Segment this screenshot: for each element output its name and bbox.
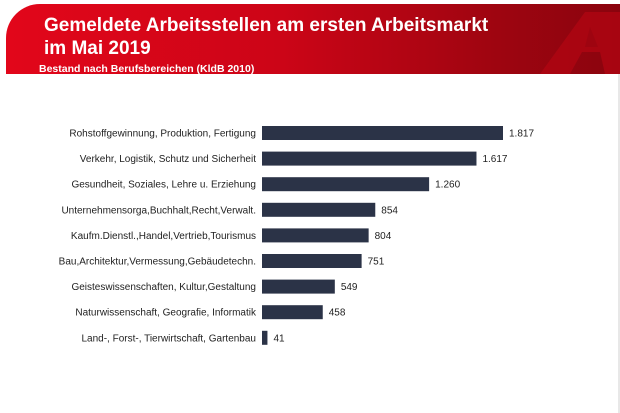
bar	[262, 202, 376, 217]
value-label: 549	[341, 282, 358, 293]
value-label: 458	[329, 308, 346, 319]
bar	[262, 228, 369, 243]
bar	[262, 126, 503, 140]
category-label: Land-, Forst-, Tierwirtschaft, Gartenbau	[81, 333, 256, 344]
bar	[262, 305, 323, 320]
value-label: 41	[273, 333, 285, 344]
category-label: Geisteswissenschaften, Kultur,Gestaltung	[71, 282, 256, 293]
bar	[262, 330, 268, 345]
value-label: 1.617	[482, 154, 507, 165]
category-label: Naturwissenschaft, Geografie, Informatik	[75, 308, 257, 319]
subtitle: Bestand nach Berufsbereichen (KldB 2010)	[39, 63, 255, 75]
title-line-1: Gemeldete Arbeitsstellen am ersten Arbei…	[44, 15, 489, 36]
page-title: Gemeldete Arbeitsstellen am ersten Arbei…	[44, 14, 488, 60]
value-label: 751	[368, 257, 385, 268]
value-label: 1.817	[509, 129, 534, 140]
bar	[262, 177, 430, 192]
bar	[262, 151, 477, 166]
value-label: 804	[375, 231, 392, 242]
category-label: Unternehmensorga,Buchhalt,Recht,Verwalt.	[61, 205, 256, 216]
bar	[262, 279, 335, 294]
frame-border	[618, 74, 620, 413]
category-label: Kaufm.Dienstl.,Handel,Vertrieb,Tourismus	[71, 231, 256, 242]
agency-logo-icon	[530, 12, 620, 74]
bar	[262, 254, 362, 268]
value-label: 1.260	[435, 180, 460, 191]
category-label: Gesundheit, Soziales, Lehre u. Erziehung	[71, 180, 256, 191]
category-label: Bau,Architektur,Vermessung,Gebäudetechn.	[59, 257, 256, 268]
title-line-2: im Mai 2019	[44, 38, 151, 59]
category-label: Verkehr, Logistik, Schutz und Sicherheit	[80, 154, 256, 165]
category-label: Rohstoffgewinnung, Produktion, Fertigung	[69, 129, 256, 140]
header-banner: Gemeldete Arbeitsstellen am ersten Arbei…	[6, 4, 620, 75]
value-label: 854	[381, 205, 398, 216]
